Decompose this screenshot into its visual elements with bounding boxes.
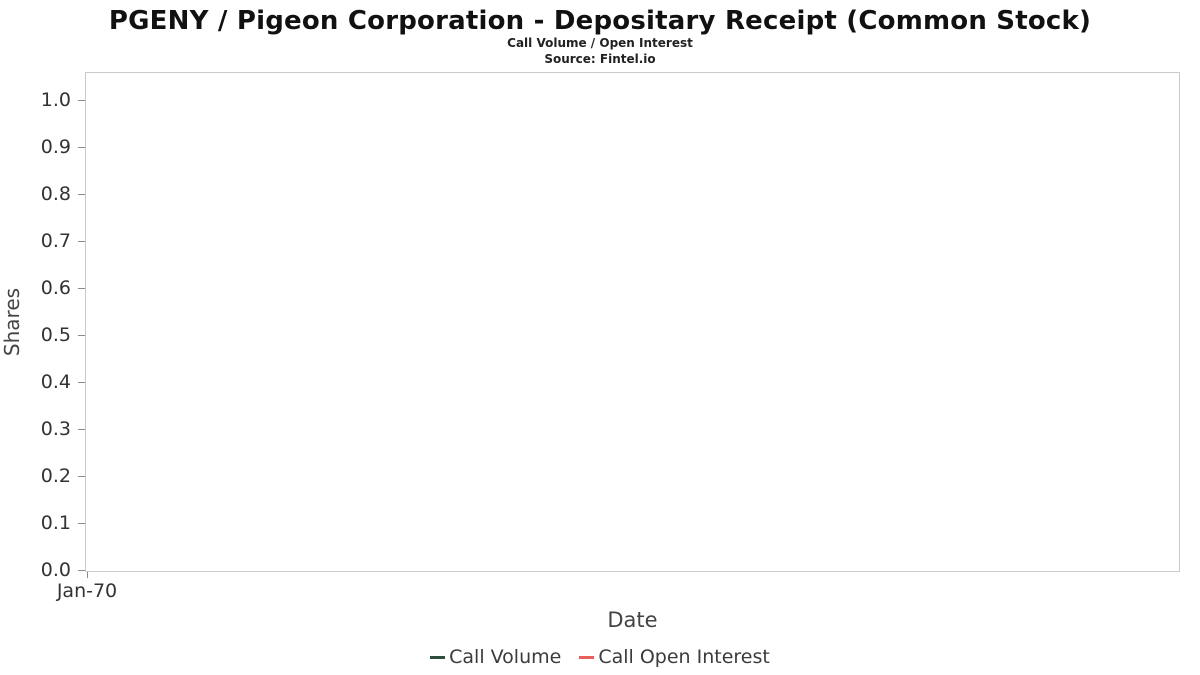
y-tick-mark (78, 476, 85, 477)
y-tick-mark (78, 194, 85, 195)
y-tick-mark (78, 523, 85, 524)
y-axis-title: Shares (0, 287, 24, 357)
y-tick-label: 0.6 (40, 277, 71, 299)
y-tick-mark (78, 100, 85, 101)
legend-label: Call Open Interest (598, 646, 770, 668)
y-tick-label: 0.0 (40, 559, 71, 581)
y-tick-mark (78, 241, 85, 242)
y-tick-mark (78, 335, 85, 336)
y-tick-mark (78, 429, 85, 430)
chart-subtitle: Call Volume / Open Interest (507, 36, 693, 50)
x-tick-mark (87, 572, 88, 578)
plot-area (85, 72, 1180, 572)
legend-item-call-open-interest: Call Open Interest (579, 646, 770, 668)
y-tick-label: 1.0 (40, 89, 71, 111)
x-tick-label: Jan-70 (56, 580, 118, 602)
y-tick-mark (78, 288, 85, 289)
legend-item-call-volume: Call Volume (430, 646, 561, 668)
zero-gridline (86, 571, 1179, 572)
chart-source: Source: Fintel.io (544, 52, 656, 66)
call-open-interest-line-swatch (579, 655, 595, 659)
legend-label: Call Volume (449, 646, 562, 668)
y-axis-ticks: 1.0 0.9 0.8 0.7 0.6 0.5 0.4 0.3 0.2 0.1 0.0 (0, 72, 85, 581)
y-tick-label: 0.4 (40, 371, 71, 393)
x-axis-title: Date (607, 608, 658, 632)
y-tick-mark (78, 147, 85, 148)
y-tick-label: 0.9 (40, 136, 71, 158)
y-tick-label: 0.3 (40, 418, 71, 440)
y-tick-label: 0.2 (40, 465, 71, 487)
legend: Call Volume Call Open Interest (0, 646, 1200, 668)
y-tick-label: 0.7 (40, 230, 71, 252)
call-volume-line-swatch (430, 655, 446, 659)
y-tick-mark (78, 382, 85, 383)
y-tick-label: 0.8 (40, 183, 71, 205)
chart-title: PGENY / Pigeon Corporation - Depositary … (108, 6, 1092, 36)
y-tick-mark (78, 570, 85, 571)
y-tick-label: 0.1 (40, 512, 71, 534)
y-tick-label: 0.5 (40, 324, 71, 346)
